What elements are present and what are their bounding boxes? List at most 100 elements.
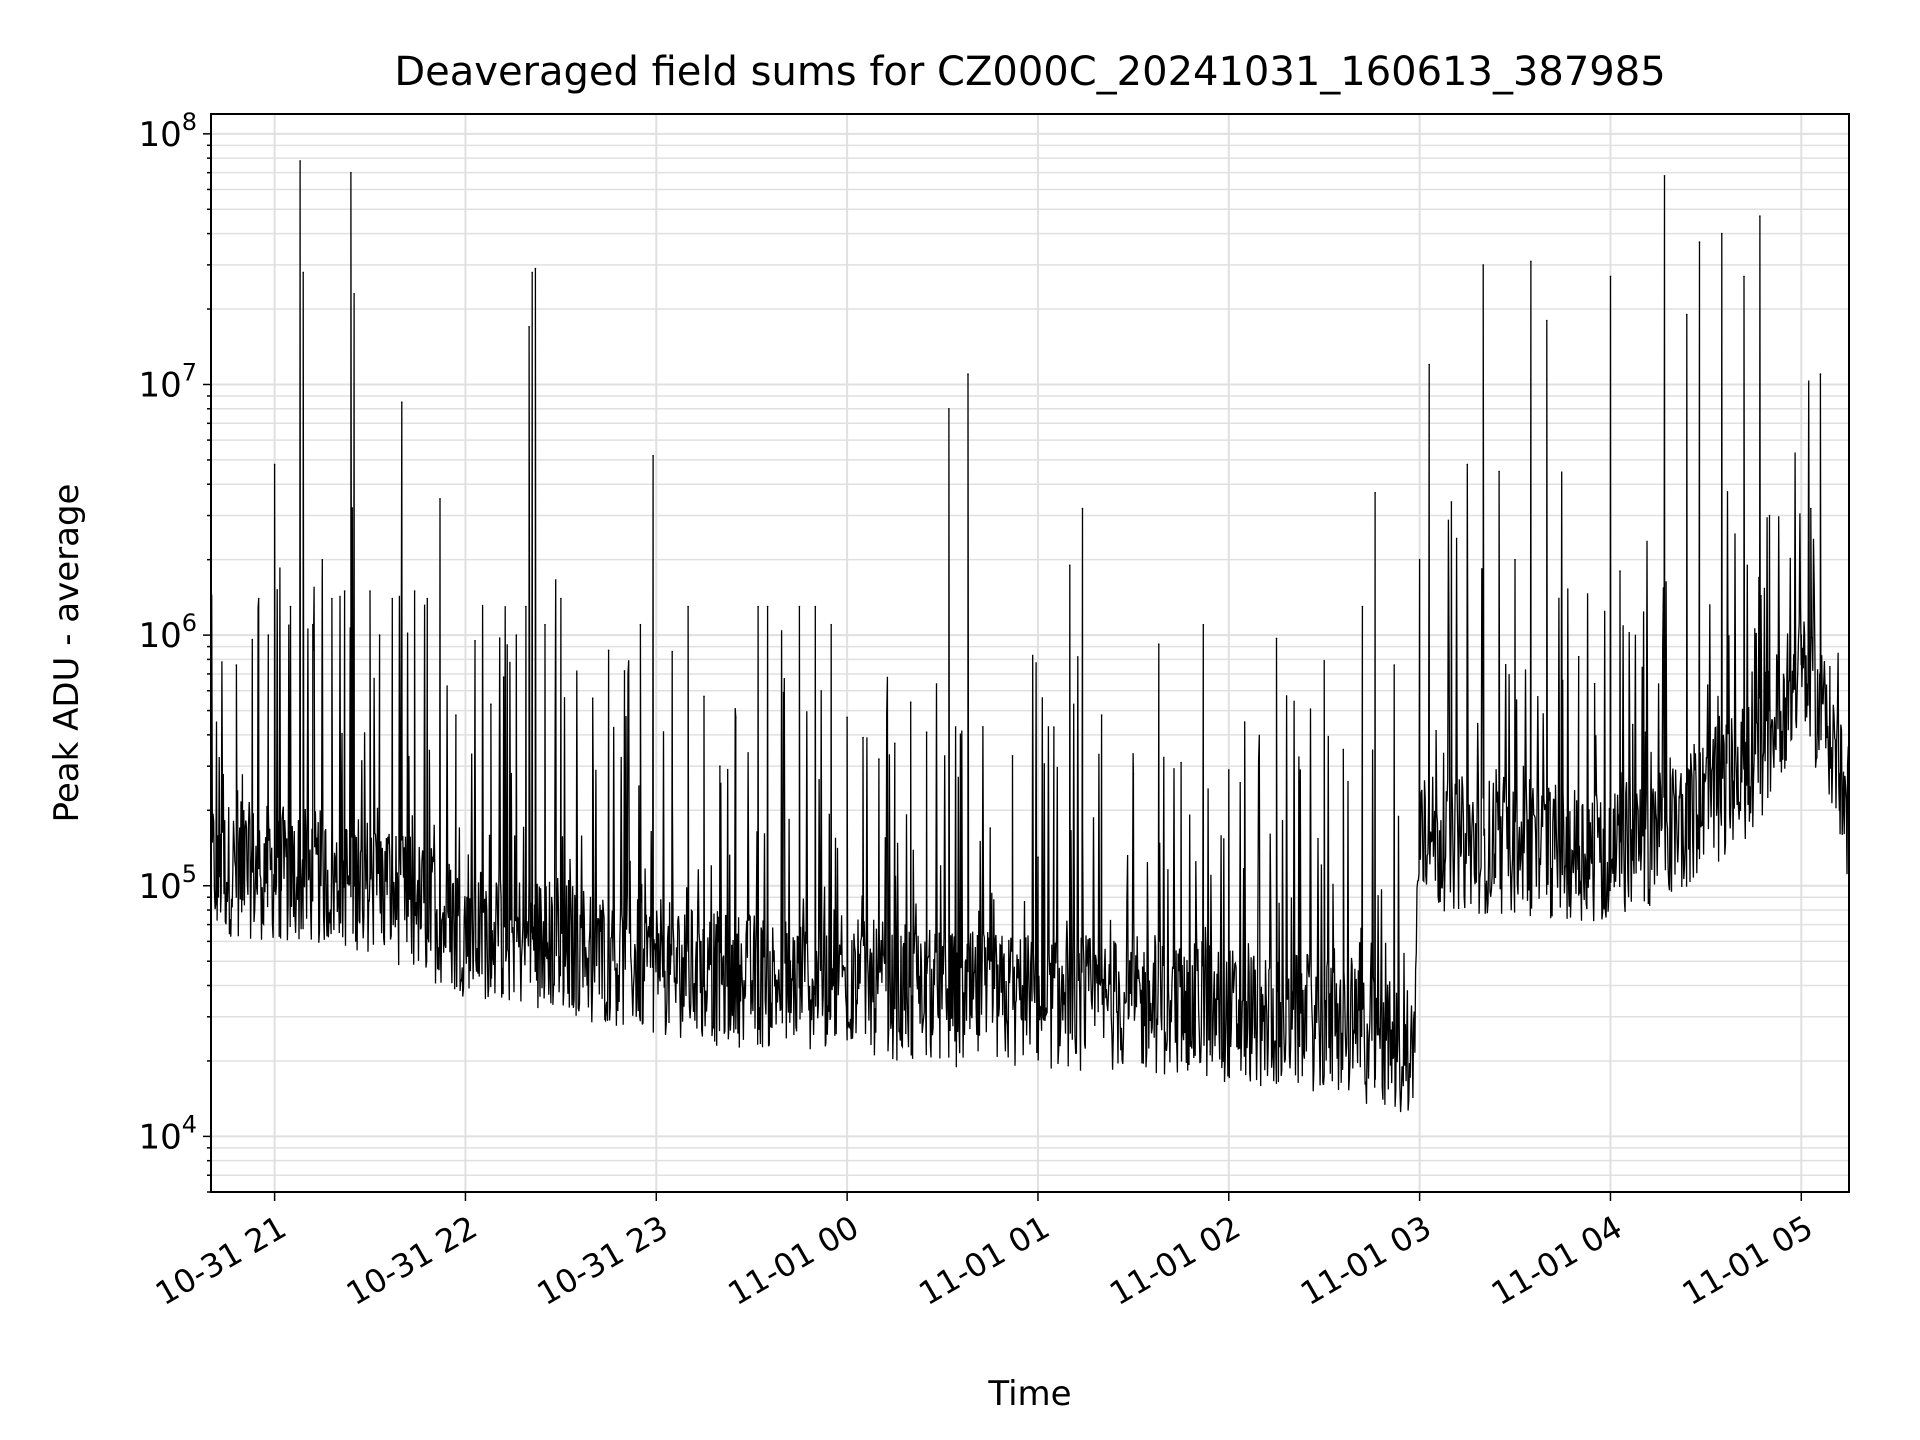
data-point [544, 623, 546, 626]
data-point [576, 673, 578, 675]
y-tick-label: 105 [138, 860, 197, 907]
data-point [1393, 664, 1395, 666]
data-point [1631, 723, 1634, 726]
data-point [1759, 215, 1761, 217]
data-point [1561, 679, 1564, 682]
data-point [1342, 748, 1345, 751]
data-point [1100, 714, 1103, 716]
data-point [862, 736, 864, 739]
data-point [490, 703, 492, 705]
data-point [235, 664, 238, 666]
data-point [925, 731, 928, 733]
data-point [528, 325, 530, 328]
data-point [251, 638, 254, 641]
data-point [909, 701, 912, 703]
data-point [1412, 1054, 1415, 1057]
data-point [1180, 761, 1182, 764]
data-point [1202, 623, 1205, 626]
y-tick-label: 104 [138, 1110, 197, 1157]
data-point [378, 634, 381, 636]
data-point [474, 639, 476, 642]
data-point [1158, 643, 1160, 645]
data-point [302, 271, 305, 274]
plot-frame [210, 113, 1850, 1193]
data-point [353, 293, 355, 295]
data-point [967, 373, 969, 375]
data-point [814, 605, 817, 608]
data-point [289, 605, 292, 608]
y-tick-label: 106 [138, 609, 197, 656]
data-point [1514, 558, 1516, 561]
data-point [1838, 772, 1841, 775]
data-point [321, 558, 324, 561]
data-point [1243, 721, 1246, 723]
data-point [312, 623, 314, 626]
data-point [639, 623, 642, 626]
data-point [1053, 726, 1055, 728]
data-point [413, 590, 416, 592]
data-point [1428, 363, 1430, 366]
y-tick-label: 108 [138, 108, 197, 155]
data-point [1743, 275, 1745, 278]
data-point [878, 758, 880, 760]
data-point [782, 691, 785, 694]
data-point [1593, 682, 1596, 685]
data-point [703, 695, 705, 698]
data-point [1829, 697, 1831, 699]
data-point [798, 605, 801, 608]
data-point [1498, 470, 1500, 473]
data-point [531, 271, 533, 274]
data-point [687, 605, 689, 608]
data-point [1323, 660, 1325, 662]
data-point [560, 597, 562, 600]
data-point [426, 597, 429, 600]
data-point [719, 765, 721, 767]
data-point [1663, 175, 1666, 177]
data-point [1081, 507, 1084, 510]
y-tick-label: 107 [138, 358, 197, 405]
data-point [1686, 313, 1688, 316]
data-point [1609, 275, 1612, 278]
data-point [525, 605, 527, 608]
data-point [894, 742, 896, 745]
data-point [369, 590, 371, 592]
series-line [210, 160, 1850, 1113]
data-point [1228, 769, 1230, 771]
data-point [607, 649, 610, 652]
data-point [455, 714, 457, 716]
data-point [1819, 373, 1822, 375]
data-point [534, 267, 537, 270]
data-point [257, 597, 260, 600]
data-point [331, 597, 333, 600]
data-point [1768, 514, 1771, 517]
data-point [757, 605, 759, 608]
y-axis-label: Peak ADU - average [47, 484, 87, 823]
data-point [1800, 634, 1803, 636]
data-point [242, 898, 244, 901]
data-point [1466, 463, 1469, 466]
data-point [1011, 755, 1014, 757]
data-point [948, 408, 950, 410]
data-point [1450, 501, 1453, 503]
data-point [1275, 637, 1278, 640]
data-point [830, 623, 832, 626]
data-point [989, 827, 991, 829]
data-point [1374, 491, 1376, 494]
data-point [343, 590, 346, 592]
data-point [652, 454, 654, 457]
data-point [1361, 605, 1364, 608]
data-point [1577, 655, 1580, 658]
data-point [515, 634, 518, 636]
data-point [439, 498, 441, 500]
data-point [671, 650, 673, 653]
data-point [1418, 558, 1421, 561]
data-point [1644, 731, 1647, 733]
series-line-group [210, 160, 1850, 1113]
data-point [1530, 260, 1532, 263]
data-point [766, 605, 769, 608]
data-point [391, 597, 394, 600]
data-point [735, 716, 737, 719]
data-point [1810, 507, 1812, 510]
data-point [1037, 856, 1039, 858]
